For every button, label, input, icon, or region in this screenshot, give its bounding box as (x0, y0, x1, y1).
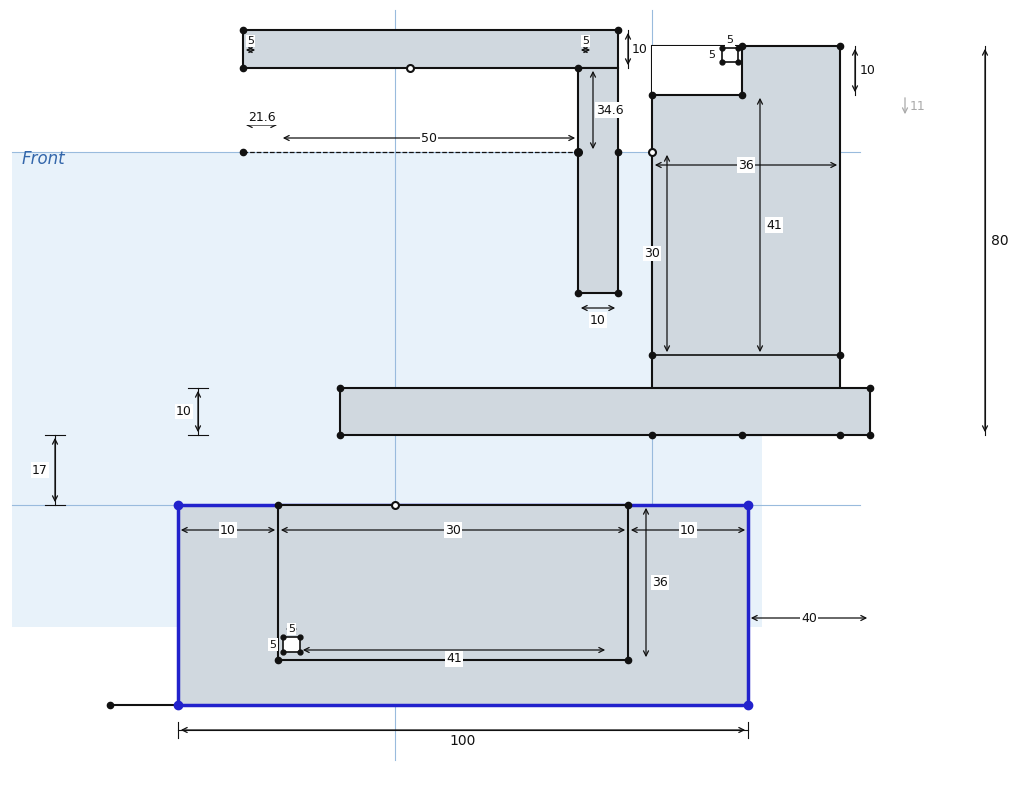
Text: 5: 5 (709, 50, 715, 60)
Text: 21.6: 21.6 (248, 111, 276, 123)
Text: 5: 5 (247, 36, 254, 46)
Text: 10: 10 (632, 43, 648, 55)
Text: 34.6: 34.6 (596, 103, 624, 116)
Bar (340, 388, 870, 435)
Text: 30: 30 (446, 524, 461, 536)
Text: 10: 10 (590, 314, 606, 326)
Bar (12, 152, 762, 627)
Text: 5: 5 (582, 36, 589, 46)
Text: 80: 80 (991, 234, 1008, 247)
Text: 30: 30 (644, 247, 660, 260)
Bar (722, 48, 738, 62)
Text: 5: 5 (288, 624, 295, 634)
Bar (178, 505, 748, 705)
Text: 41: 41 (767, 219, 782, 231)
Text: 10: 10 (176, 405, 192, 418)
Text: 40: 40 (801, 611, 817, 625)
Bar (652, 46, 840, 435)
Text: 5: 5 (270, 639, 277, 649)
Text: Front: Front (22, 150, 66, 168)
Bar (278, 505, 628, 660)
Bar (652, 46, 742, 95)
Text: 11: 11 (910, 100, 926, 112)
Text: 36: 36 (738, 159, 754, 171)
Text: 10: 10 (680, 524, 696, 536)
Text: 10: 10 (860, 64, 876, 77)
Text: 50: 50 (421, 131, 437, 145)
Text: 17: 17 (32, 464, 48, 476)
Text: 100: 100 (450, 734, 476, 748)
Text: 10: 10 (220, 524, 236, 536)
Bar (243, 30, 618, 68)
Text: 41: 41 (447, 653, 462, 665)
Text: 5: 5 (726, 35, 734, 45)
Bar (283, 637, 300, 652)
Text: 36: 36 (652, 576, 668, 589)
Bar (578, 68, 618, 293)
